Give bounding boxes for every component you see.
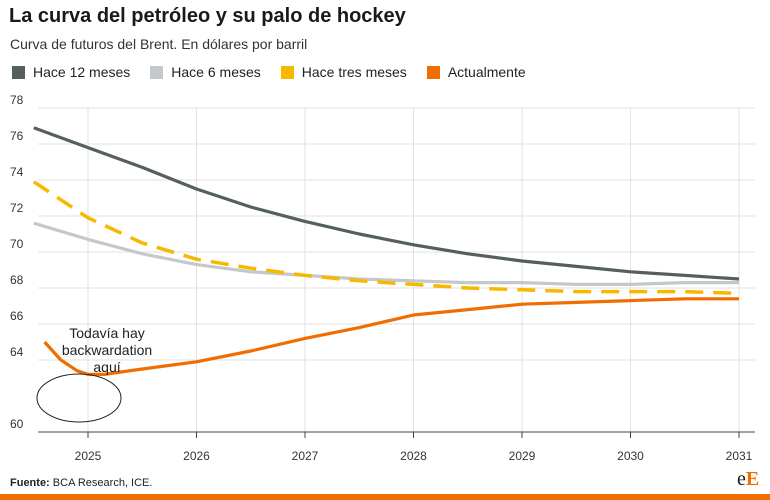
x-tick-label: 2028 — [400, 449, 427, 463]
annotation-line-2: backwardation — [62, 342, 152, 358]
y-tick-label: 74 — [10, 165, 24, 179]
chart-title: La curva del petróleo y su palo de hocke… — [9, 5, 406, 27]
y-tick-label: 66 — [10, 309, 24, 323]
source-label: Fuente: — [10, 477, 50, 489]
legend-item-6m: Hace 6 meses — [150, 64, 261, 80]
x-tick-label: 2029 — [509, 449, 536, 463]
y-tick-label: 64 — [10, 345, 24, 359]
legend: Hace 12 meses Hace 6 meses Hace tres mes… — [12, 64, 546, 80]
series-line-3 — [43, 297, 739, 376]
legend-swatch — [150, 65, 164, 79]
source-note: Fuente: BCA Research, ICE. — [10, 477, 152, 489]
legend-label: Hace 6 meses — [171, 64, 261, 80]
x-tick-label: 2026 — [183, 449, 210, 463]
legend-swatch — [426, 65, 440, 79]
legend-item-12m: Hace 12 meses — [12, 64, 130, 80]
y-tick-label: 70 — [10, 237, 24, 251]
legend-label: Actualmente — [447, 64, 526, 80]
annotation: Todavía hay backwardation aquí — [36, 325, 152, 423]
y-tick-label: 72 — [10, 201, 24, 215]
x-tick-label: 2027 — [292, 449, 319, 463]
series-line-0 — [33, 126, 740, 281]
annotation-ellipse — [36, 373, 122, 423]
legend-swatch — [280, 65, 294, 79]
series-line-1 — [33, 221, 739, 286]
chart-subtitle: Curva de futuros del Brent. En dólares p… — [10, 36, 308, 52]
series-line-2 — [32, 180, 740, 296]
series-group — [32, 126, 740, 376]
y-tick-label: 60 — [10, 417, 24, 431]
x-tick-label: 2030 — [617, 449, 644, 463]
legend-item-3m: Hace tres meses — [280, 64, 407, 80]
legend-item-now: Actualmente — [426, 64, 526, 80]
axes: 60 64 66 68 70 72 74 76 78 2025 2026 2027 2028 2029 20… — [10, 93, 755, 463]
annotation-line-1: Todavía hay — [69, 325, 145, 341]
legend-label: Hace 12 meses — [33, 64, 131, 80]
legend-swatch — [12, 65, 25, 79]
y-tick-label: 68 — [10, 273, 24, 287]
annotation-line-3: aquí — [93, 359, 120, 375]
x-tick-label: 2031 — [726, 449, 753, 463]
legend-label: Hace tres meses — [301, 64, 407, 80]
source-text: BCA Research, ICE. — [52, 477, 153, 489]
y-tick-label: 78 — [10, 93, 24, 107]
grid — [38, 107, 755, 432]
bottom-accent-bar — [0, 494, 770, 500]
y-tick-label: 76 — [10, 129, 24, 143]
brand-logo: eE — [737, 468, 760, 490]
x-tick-label: 2025 — [75, 449, 102, 463]
